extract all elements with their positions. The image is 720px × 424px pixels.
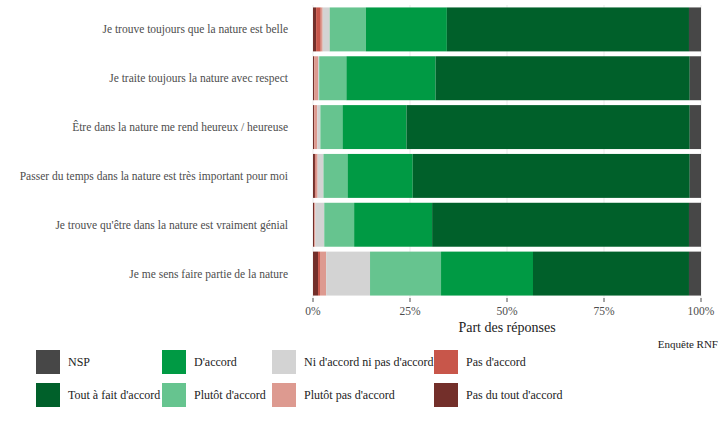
tick-mark [507, 298, 508, 302]
tick-label: 25% [399, 305, 421, 317]
bar-segment [689, 203, 701, 247]
bar-segment [316, 7, 321, 51]
bar-segment [316, 154, 318, 198]
category-label: Je traite toujours la nature avec respec… [109, 72, 289, 85]
bar-segment [318, 154, 324, 198]
x-axis: 0% 25% 50% 75% 100% Part des réponses [305, 298, 715, 335]
bar-segment [313, 105, 314, 149]
bar-segment [370, 252, 441, 296]
bars [313, 7, 701, 295]
legend-swatch [272, 350, 296, 374]
bar-segment [432, 203, 689, 247]
y-axis-labels: Je trouve toujours que la nature est bel… [20, 23, 289, 280]
category-label: Je me sens faire partie de la nature [129, 268, 288, 281]
bar-segment [313, 203, 314, 247]
category-label: Je trouve qu'être dans la nature est vra… [55, 219, 288, 232]
bar-segment [413, 154, 690, 198]
legend-swatch [162, 383, 186, 407]
tick-label: 100% [688, 305, 715, 317]
bar-segment [319, 56, 346, 100]
bar-segment [354, 203, 432, 247]
bar-segment [447, 7, 689, 51]
tick-label: 50% [496, 305, 518, 317]
bar-segment [317, 105, 320, 149]
bar-segment [313, 7, 316, 51]
bar-segment [690, 56, 701, 100]
legend-swatch [272, 383, 296, 407]
bar-segment [323, 154, 347, 198]
bar-segment [313, 154, 315, 198]
bar-segment [315, 203, 324, 247]
category-label: Je trouve toujours que la nature est bel… [102, 23, 288, 36]
legend-swatch [434, 383, 458, 407]
bar-segment [318, 252, 320, 296]
legend-swatch [36, 383, 60, 407]
bar-segment [314, 203, 315, 247]
bar-segment [320, 252, 326, 296]
bar-segment [313, 252, 318, 296]
bar-segment [441, 252, 533, 296]
legend-label: Tout à fait d'accord [68, 388, 160, 402]
legend-swatch [36, 350, 60, 374]
bar-segment [330, 7, 366, 51]
chart: Je trouve toujours que la nature est bel… [0, 0, 720, 424]
tick-mark [604, 298, 605, 302]
bar-segment [323, 7, 330, 51]
legend-label: Ni d'accord ni pas d'accord [304, 355, 434, 369]
bar-segment [348, 154, 413, 198]
bar-segment [326, 252, 370, 296]
tick-label: 75% [593, 305, 615, 317]
tick-label: 0% [305, 305, 321, 317]
legend: NSP Tout à fait d'accord D'accord Plutôt d'… [36, 350, 562, 407]
axis-title: Part des réponses [458, 320, 555, 335]
bar-segment [407, 105, 690, 149]
bar-segment [366, 7, 447, 51]
legend-label: Plutôt d'accord [194, 388, 266, 402]
bar-segment [321, 7, 323, 51]
bar-segment [314, 203, 315, 247]
category-label: Être dans la nature me rend heureux / he… [72, 120, 288, 133]
bar-segment [689, 252, 701, 296]
category-label: Passer du temps dans la nature est très … [20, 170, 288, 183]
bar-segment [313, 56, 314, 100]
legend-swatch [434, 350, 458, 374]
legend-label: Plutôt pas d'accord [304, 388, 395, 402]
bar-segment [342, 105, 406, 149]
bar-segment [324, 203, 354, 247]
bar-segment [346, 56, 435, 100]
bar-segment [436, 56, 690, 100]
legend-swatch [162, 350, 186, 374]
grid [313, 5, 701, 298]
tick-mark [701, 298, 702, 302]
bar-segment [318, 56, 319, 100]
bar-segment [533, 252, 689, 296]
bar-segment [690, 154, 701, 198]
legend-label: NSP [68, 355, 90, 369]
bar-segment [314, 56, 318, 100]
bar-segment [320, 105, 342, 149]
tick-mark [313, 298, 314, 302]
legend-label: Pas du tout d'accord [466, 388, 562, 402]
caption: Enquête RNF [658, 338, 718, 350]
legend-label: D'accord [194, 355, 237, 369]
bar-segment [314, 105, 317, 149]
bar-segment [689, 7, 701, 51]
tick-mark [410, 298, 411, 302]
legend-label: Pas d'accord [466, 355, 526, 369]
bar-segment [690, 105, 701, 149]
